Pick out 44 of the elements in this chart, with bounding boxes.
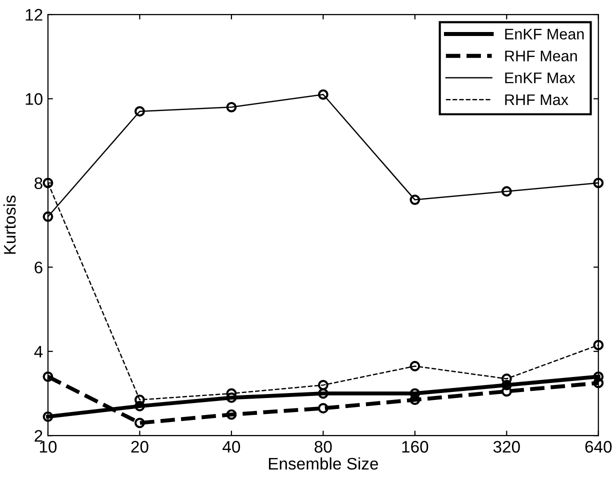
legend-label: EnKF Mean xyxy=(505,28,584,40)
y-tick-label: 6 xyxy=(34,262,42,274)
point xyxy=(410,394,420,406)
point xyxy=(318,388,328,399)
y-axis-title: Kurtosis xyxy=(3,196,16,254)
point xyxy=(42,211,54,222)
point xyxy=(42,371,54,382)
y-tick-label: 12 xyxy=(26,8,42,21)
point xyxy=(501,386,512,397)
point xyxy=(410,360,420,372)
point xyxy=(410,388,420,399)
y-tick-label: 8 xyxy=(34,177,42,190)
point xyxy=(501,374,512,384)
x-tick-label: 40 xyxy=(222,440,240,453)
point xyxy=(410,194,420,206)
legend-label: RHF Max xyxy=(505,94,568,106)
point xyxy=(593,340,604,350)
point xyxy=(318,89,328,100)
point xyxy=(226,102,237,112)
point xyxy=(226,392,237,403)
y-tick-label: 10 xyxy=(26,93,42,105)
point xyxy=(134,106,145,117)
point xyxy=(42,411,54,422)
point xyxy=(42,178,54,188)
point xyxy=(134,418,145,428)
x-tick-label: 320 xyxy=(493,440,520,453)
y-tick-label: 4 xyxy=(34,346,43,358)
point xyxy=(226,409,237,420)
point xyxy=(318,403,328,414)
legend-label: EnKF Max xyxy=(505,72,576,84)
legend-label: RHF Mean xyxy=(505,50,577,62)
x-axis-title: Ensemble Size xyxy=(268,457,378,470)
x-tick-label: 640 xyxy=(585,440,612,453)
point xyxy=(593,178,604,188)
point xyxy=(134,394,145,406)
y-tick-label: 2 xyxy=(34,430,42,442)
point xyxy=(318,380,328,390)
point xyxy=(593,378,604,388)
point xyxy=(593,371,604,382)
x-tick-label: 80 xyxy=(314,440,332,453)
point xyxy=(501,186,512,197)
x-tick-label: 20 xyxy=(131,440,148,453)
x-tick-label: 160 xyxy=(402,440,428,453)
point xyxy=(134,400,145,412)
